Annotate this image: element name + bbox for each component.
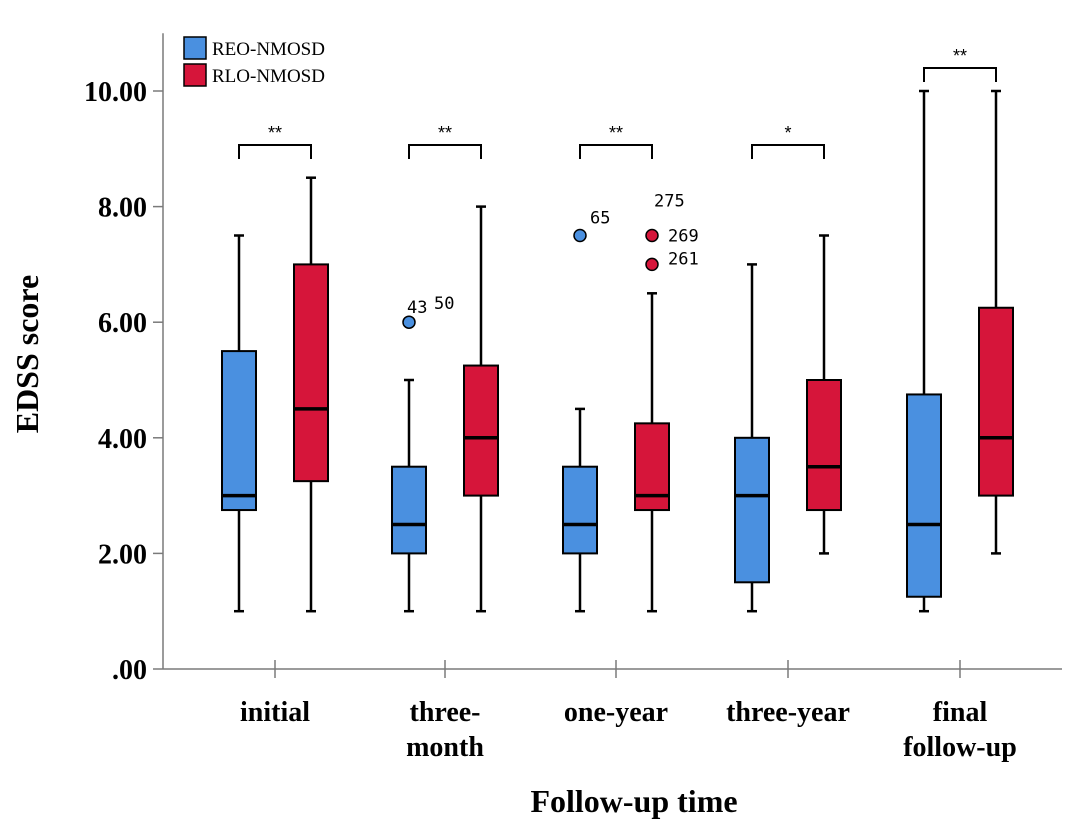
outlier-point (645, 257, 659, 272)
outlier-label: 43 (407, 298, 427, 318)
outlier-label: 261 (668, 249, 699, 269)
significance-bracket (238, 144, 312, 159)
box-reo (221, 350, 257, 512)
outlier-point (645, 228, 659, 243)
x-tick-label: one-year (564, 697, 668, 728)
significance-bracket (923, 67, 997, 82)
y-tick-label: 6.00 (98, 308, 147, 339)
significance-label: ** (268, 123, 282, 143)
x-tick-label: month (406, 732, 484, 763)
y-tick-label: .00 (112, 655, 147, 686)
box-rlo (463, 364, 499, 497)
significance-label: * (784, 123, 791, 143)
y-tick-label: 4.00 (98, 424, 147, 455)
legend-label: REO-NMOSD (212, 39, 325, 60)
legend: REO-NMOSD RLO-NMOSD (183, 36, 325, 87)
x-tick-label: three- (410, 697, 481, 728)
outlier-label: 275 (654, 192, 685, 212)
legend-swatch (183, 36, 207, 60)
legend-label: RLO-NMOSD (212, 66, 325, 87)
box-rlo (806, 379, 842, 512)
significance-label: ** (953, 46, 967, 66)
significance-bracket (579, 144, 653, 159)
box-reo (562, 465, 598, 555)
outlier-point (402, 315, 416, 329)
legend-swatch (183, 63, 207, 87)
box-reo (906, 393, 942, 598)
outlier-label: 65 (590, 209, 610, 229)
x-tick-label: follow-up (903, 732, 1017, 763)
box-rlo (293, 263, 329, 483)
significance-label: ** (438, 123, 452, 143)
x-tick-label: final (933, 697, 988, 728)
box-reo (391, 465, 427, 555)
box-rlo (978, 306, 1014, 497)
outlier-point (573, 228, 587, 243)
y-tick-label: 8.00 (98, 193, 147, 224)
significance-bracket (408, 144, 482, 159)
outlier-label: 50 (434, 294, 454, 314)
axes: .00 2.00 4.00 6.00 8.00 10.00 initial three-mon… (84, 33, 1062, 763)
box-reo (734, 436, 770, 584)
y-tick-label: 2.00 (98, 539, 147, 570)
y-axis-title: EDSS score (9, 275, 45, 434)
significance-bracket (751, 144, 825, 159)
x-tick-label: initial (240, 697, 310, 728)
x-tick-label: three-year (726, 697, 850, 728)
x-axis-title: Follow-up time (530, 783, 737, 819)
outlier-label: 269 (668, 227, 699, 247)
y-tick-label: 10.00 (84, 77, 147, 108)
significance-label: ** (609, 123, 623, 143)
